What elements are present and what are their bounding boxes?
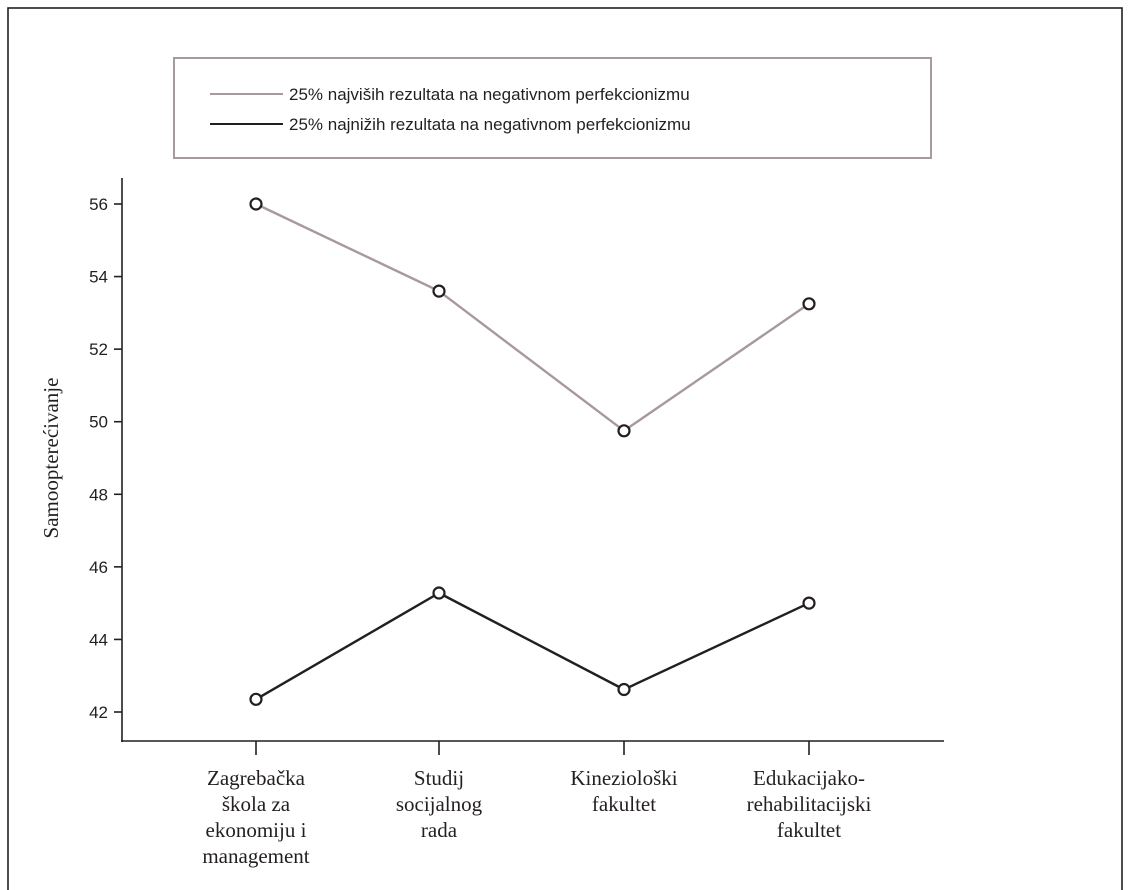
legend-label-series-2: 25% najnižih rezultata na negativnom per… (289, 115, 691, 134)
data-point (802, 596, 816, 610)
x-category-label: management (202, 844, 309, 868)
y-tick-label: 52 (89, 340, 108, 359)
y-ticks: 42 44 46 48 50 52 54 56 (89, 195, 122, 722)
x-category-label: Kineziološki (570, 766, 677, 790)
y-axis-title: Samoopterećivanje (39, 378, 63, 539)
series-line-1 (255, 202, 810, 432)
series-layer (249, 197, 816, 706)
chart-frame (7, 7, 1123, 890)
x-category-label: rehabilitacijski (747, 792, 872, 816)
x-category-label: Edukacijako- (753, 766, 865, 790)
x-category-label: fakultet (592, 792, 656, 816)
data-point (432, 284, 446, 298)
legend-label-series-1: 25% najviših rezultata na negativnom per… (289, 85, 690, 104)
y-tick-label: 42 (89, 703, 108, 722)
x-category-label: Studij (414, 766, 464, 790)
y-tick-label: 56 (89, 195, 108, 214)
series-line-2 (255, 591, 810, 701)
x-category-label: Zagrebačka (207, 766, 306, 790)
x-category-label: socijalnog (396, 792, 483, 816)
legend: 25% najviših rezultata na negativnom per… (173, 57, 932, 159)
data-point (432, 586, 446, 600)
x-category-label: ekonomiju i (206, 818, 307, 842)
data-point (617, 682, 631, 697)
y-tick-label: 50 (89, 413, 108, 432)
data-point (617, 424, 631, 438)
legend-box (173, 57, 932, 159)
data-point (249, 197, 263, 211)
x-category-label: škola za (222, 792, 291, 816)
x-category-label: fakultet (777, 818, 841, 842)
data-point (802, 297, 816, 311)
y-tick-label: 46 (89, 558, 108, 577)
y-tick-label: 44 (89, 630, 108, 649)
data-point (249, 692, 263, 706)
y-tick-label: 54 (89, 268, 108, 287)
y-tick-label: 48 (89, 485, 108, 504)
x-category-label: rada (421, 818, 458, 842)
